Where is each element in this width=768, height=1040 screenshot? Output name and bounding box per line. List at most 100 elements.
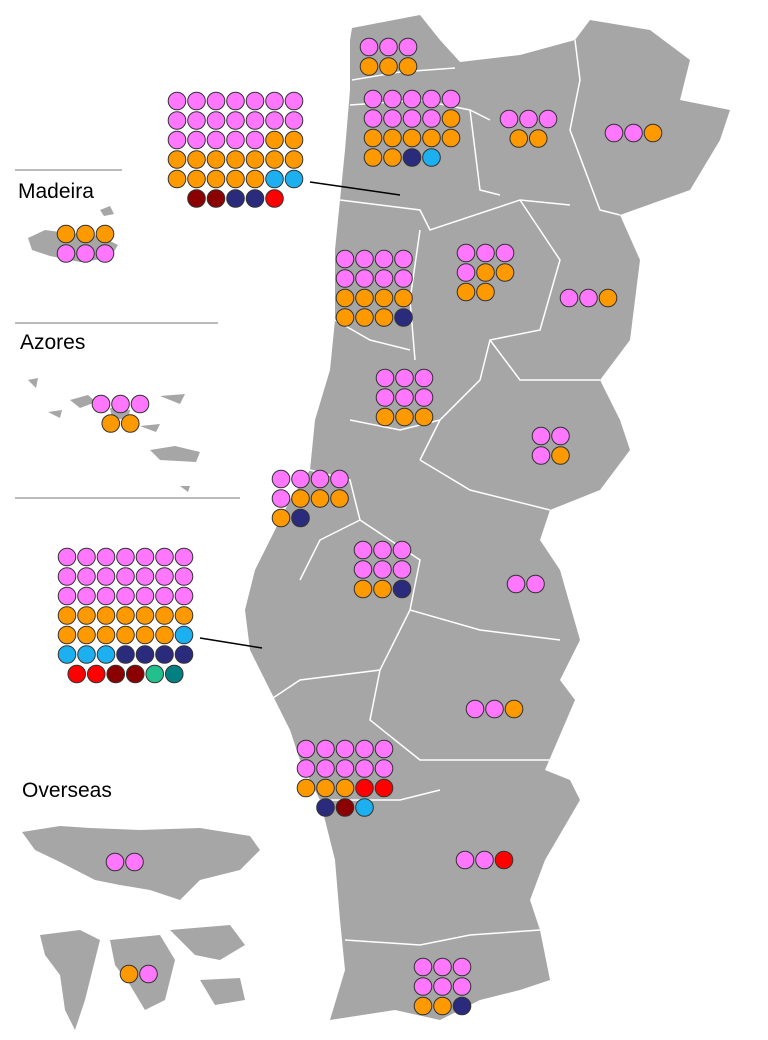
seat bbox=[465, 699, 485, 719]
seat bbox=[135, 606, 155, 625]
seat bbox=[519, 109, 538, 129]
seat bbox=[155, 586, 174, 606]
seat bbox=[116, 645, 135, 664]
seat-group bbox=[57, 547, 194, 684]
seat bbox=[395, 407, 414, 427]
seat bbox=[125, 664, 145, 684]
seat bbox=[57, 567, 77, 586]
seat bbox=[245, 150, 265, 169]
seat bbox=[374, 288, 394, 308]
seat bbox=[187, 130, 206, 150]
seat bbox=[76, 244, 95, 263]
seat bbox=[155, 567, 174, 586]
seat bbox=[120, 414, 140, 433]
seat bbox=[271, 489, 291, 508]
seat bbox=[363, 89, 383, 109]
seat bbox=[57, 625, 77, 645]
seat bbox=[579, 288, 598, 308]
seat bbox=[265, 130, 284, 150]
seat bbox=[135, 586, 155, 606]
seat bbox=[284, 91, 304, 111]
seat bbox=[373, 579, 392, 599]
seat bbox=[475, 850, 494, 870]
seat bbox=[57, 606, 77, 625]
leader-line bbox=[199, 637, 263, 649]
seat bbox=[330, 489, 349, 508]
seat bbox=[316, 739, 335, 759]
seat bbox=[284, 111, 304, 130]
seat bbox=[91, 394, 111, 414]
seat bbox=[226, 111, 245, 130]
seat bbox=[77, 547, 96, 567]
seat bbox=[413, 977, 433, 996]
seat bbox=[363, 109, 383, 128]
seat bbox=[155, 547, 174, 567]
seat bbox=[135, 567, 155, 586]
seat bbox=[174, 625, 194, 645]
seat-group bbox=[167, 91, 304, 208]
seat bbox=[95, 224, 115, 244]
seat bbox=[174, 645, 194, 664]
seat bbox=[155, 645, 174, 664]
region-label: Madeira bbox=[18, 180, 94, 203]
seat bbox=[335, 288, 355, 308]
seat bbox=[67, 664, 87, 684]
seat bbox=[335, 798, 355, 817]
seat bbox=[310, 469, 330, 489]
seat bbox=[57, 547, 77, 567]
seat bbox=[394, 249, 413, 269]
seat bbox=[355, 288, 374, 308]
seat-group bbox=[559, 288, 618, 308]
seat bbox=[433, 957, 452, 977]
seat-group bbox=[413, 957, 472, 1016]
seat-group bbox=[91, 394, 150, 433]
seat bbox=[373, 560, 392, 579]
seat bbox=[398, 37, 418, 57]
seat bbox=[226, 189, 245, 208]
seat bbox=[167, 91, 187, 111]
seat bbox=[206, 130, 226, 150]
seat bbox=[116, 586, 135, 606]
seat bbox=[452, 957, 472, 977]
seat bbox=[383, 128, 402, 148]
seat bbox=[456, 282, 476, 302]
seat bbox=[57, 586, 77, 606]
seat bbox=[96, 645, 116, 664]
seat bbox=[96, 586, 116, 606]
seat bbox=[291, 489, 310, 508]
seat bbox=[265, 189, 284, 208]
seat bbox=[56, 244, 76, 263]
seat bbox=[77, 586, 96, 606]
seat bbox=[422, 109, 441, 128]
seat bbox=[383, 109, 402, 128]
seat bbox=[291, 469, 310, 489]
seat bbox=[402, 148, 422, 167]
seat bbox=[392, 579, 412, 599]
seat bbox=[551, 446, 570, 465]
seat bbox=[395, 388, 414, 407]
seat bbox=[105, 852, 125, 872]
seat bbox=[455, 850, 475, 870]
seat bbox=[155, 625, 174, 645]
seat bbox=[77, 567, 96, 586]
seat bbox=[509, 129, 529, 148]
seat-group bbox=[353, 540, 412, 599]
seat bbox=[394, 308, 413, 327]
seat-group bbox=[455, 850, 514, 870]
seat-group bbox=[105, 852, 144, 872]
seat bbox=[374, 308, 394, 327]
seat bbox=[551, 426, 570, 446]
seat-group bbox=[506, 574, 545, 594]
seat bbox=[77, 645, 96, 664]
seat bbox=[598, 288, 618, 308]
portugal-mainland bbox=[245, 15, 730, 1020]
seat bbox=[476, 263, 495, 282]
seat bbox=[187, 189, 206, 208]
seat bbox=[392, 540, 412, 560]
seat-group bbox=[499, 109, 558, 148]
seat bbox=[394, 269, 413, 288]
seat bbox=[433, 977, 452, 996]
seat bbox=[116, 567, 135, 586]
seat bbox=[116, 606, 135, 625]
